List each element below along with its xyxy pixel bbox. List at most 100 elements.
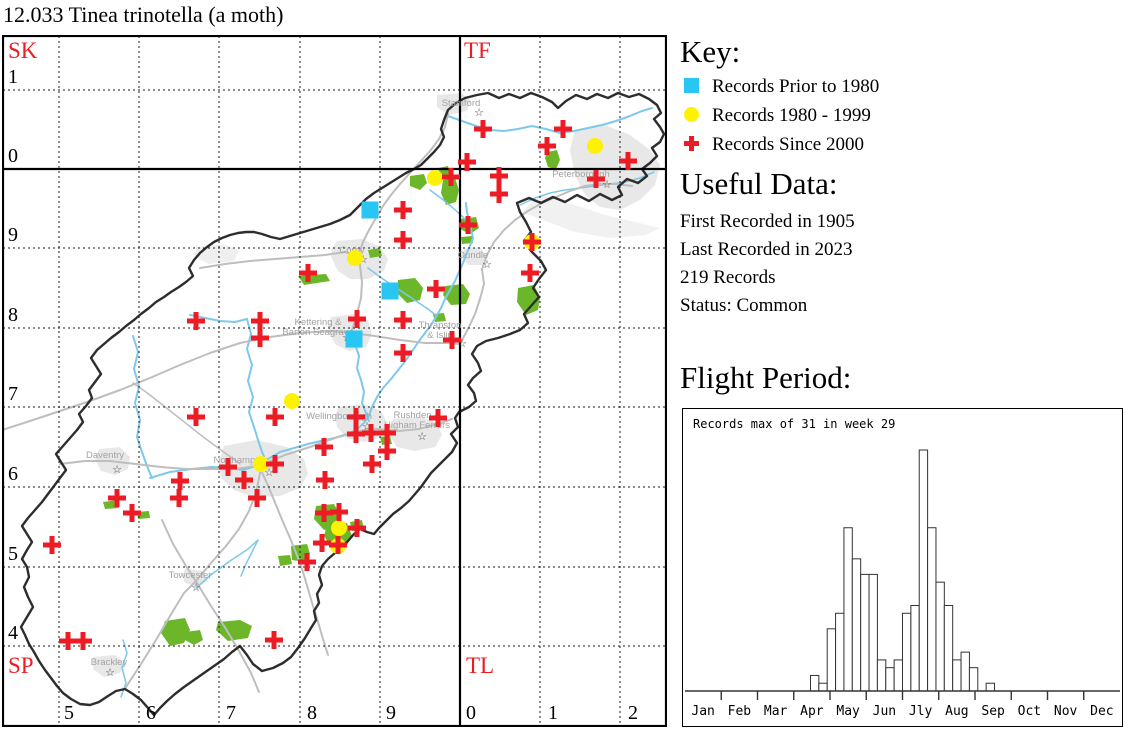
record-marker-since-2000 xyxy=(429,409,447,427)
grid-row-label: 0 xyxy=(8,145,18,167)
record-marker-since-2000 xyxy=(299,264,317,282)
flight-period-chart: Records max of 31 in week 29 Jan Feb Mar Ap… xyxy=(682,408,1123,727)
grid-letter-tl: TL xyxy=(466,653,494,678)
record-marker-1980-1999 xyxy=(331,520,347,536)
grid-row-label: 4 xyxy=(8,622,18,644)
record-marker-prior-1980 xyxy=(381,282,399,300)
town-label-northampton: Northampton xyxy=(214,455,269,466)
urban-areas xyxy=(93,93,660,677)
record-marker-since-2000 xyxy=(266,455,284,473)
grid-row-label: 7 xyxy=(8,383,18,405)
flight-period-histogram: Jan Feb Mar Apr May Jun Jly Aug Sep Oct Nov Dec xyxy=(685,449,1120,719)
record-marker-since-2000 xyxy=(458,153,476,171)
flight-period-heading: Flight Period: xyxy=(680,360,852,395)
grid-letter-sp: SP xyxy=(8,653,34,678)
key-item-label: Records Since 2000 xyxy=(712,134,864,155)
grid-row-label: 5 xyxy=(8,543,18,565)
grid-col-label: 6 xyxy=(146,702,156,724)
record-marker-since-2000 xyxy=(459,216,477,234)
record-markers xyxy=(43,120,637,650)
record-marker-since-2000 xyxy=(427,280,445,298)
chart-month-label-apr: Apr xyxy=(800,704,824,719)
record-marker-since-2000 xyxy=(378,424,396,442)
histogram-bar-week-22 xyxy=(860,573,870,692)
town-star-icon: ☆ xyxy=(417,431,427,443)
town-label-rushden-higham-ferrers: Higham Ferrers xyxy=(384,420,450,431)
town-star-icon: ☆ xyxy=(112,464,122,476)
chart-month-label-may: May xyxy=(836,704,860,719)
histogram-bar-week-16 xyxy=(809,674,820,692)
record-marker-1980-1999 xyxy=(253,456,269,472)
record-marker-since-2000 xyxy=(394,201,412,219)
grid-letter-tf: TF xyxy=(464,38,491,63)
histogram-bar-week-17 xyxy=(818,682,828,692)
histogram-bar-week-33 xyxy=(952,659,962,692)
record-marker-since-2000 xyxy=(313,534,331,552)
key-heading: Key: xyxy=(680,34,741,69)
record-marker-since-2000 xyxy=(251,329,269,347)
os-grid-lines xyxy=(3,36,666,726)
record-marker-since-2000 xyxy=(474,120,492,138)
record-marker-1980-1999 xyxy=(587,138,603,154)
town-label-kettering-barton-seagrave: Kettering & xyxy=(295,317,343,328)
chart-month-label-sep: Sep xyxy=(981,704,1005,719)
chart-month-label-jun: Jun xyxy=(873,704,896,719)
grid-row-label: 6 xyxy=(8,463,18,485)
chart-month-label-feb: Feb xyxy=(728,704,752,719)
record-marker-since-2000 xyxy=(123,504,141,522)
town-label-corby: Corby xyxy=(339,245,365,256)
record-marker-since-2000 xyxy=(251,312,269,330)
histogram-bar-week-31 xyxy=(935,581,945,692)
red-cross-icon xyxy=(684,136,699,151)
record-marker-since-2000 xyxy=(298,553,316,571)
histogram-bar-week-23 xyxy=(868,573,878,692)
grid-row-label: 1 xyxy=(8,66,18,88)
grid-col-label: 5 xyxy=(64,702,74,724)
histogram-bar-week-35 xyxy=(968,667,979,692)
key-item-label: Records Prior to 1980 xyxy=(712,76,880,97)
chart-month-label-dec: Dec xyxy=(1090,704,1113,719)
town-label-towcester: Towcester xyxy=(169,570,212,581)
chart-annotation: Records max of 31 in week 29 xyxy=(693,417,896,431)
grid-row-label: 9 xyxy=(8,224,18,246)
record-marker-since-2000 xyxy=(315,438,333,456)
histogram-bar-week-18 xyxy=(826,628,837,692)
record-marker-prior-1980 xyxy=(361,201,379,219)
town-star-icon: ☆ xyxy=(362,421,372,433)
grid-col-label: 7 xyxy=(226,702,236,724)
town-labels: Stamford☆Peterborough☆Corby☆ Oundle☆Kette… xyxy=(86,98,612,679)
town-star-icon: ☆ xyxy=(191,582,201,594)
grid-col-label: 0 xyxy=(466,702,476,724)
record-marker-since-2000 xyxy=(378,442,396,460)
record-marker-prior-1980 xyxy=(345,330,363,348)
record-marker-since-2000 xyxy=(74,632,92,650)
record-marker-since-2000 xyxy=(363,455,381,473)
record-marker-since-2000 xyxy=(394,311,412,329)
town-label-thrapston-islip: & Islip xyxy=(427,330,453,341)
useful-data-record-count: 219 Records xyxy=(680,267,776,288)
distribution-map: SK TF SP TL 1 0 9 8 7 6 5 4 5 6 7 8 9 0 1 2 Stamford ☆ Peterb… xyxy=(2,35,667,727)
record-marker-since-2000 xyxy=(362,424,380,442)
chart-month-label-oct: Oct xyxy=(1018,704,1041,719)
town-label-oundle: Oundle xyxy=(458,250,489,261)
chart-month-label-jan: Jan xyxy=(691,704,714,719)
record-marker-since-2000 xyxy=(394,231,412,249)
record-marker-since-2000 xyxy=(330,503,348,521)
record-marker-since-2000 xyxy=(329,536,347,554)
histogram-bar-week-26 xyxy=(893,659,904,692)
town-label-daventry: Daventry xyxy=(86,450,124,461)
record-marker-since-2000 xyxy=(394,344,412,362)
town-label-kettering-barton-seagrave: Barton Seagrave xyxy=(282,327,353,338)
record-marker-since-2000 xyxy=(316,471,334,489)
key-item-label: Records 1980 - 1999 xyxy=(712,105,871,126)
histogram-bar-week-34 xyxy=(960,651,970,692)
grid-letter-sk: SK xyxy=(8,38,38,63)
useful-data-first-recorded: First Recorded in 1905 xyxy=(680,211,855,232)
chart-month-label-mar: Mar xyxy=(764,704,788,719)
record-marker-since-2000 xyxy=(43,536,61,554)
town-label-wellingborough: Wellingborough xyxy=(306,411,372,422)
histogram-bar-week-27 xyxy=(902,612,912,692)
record-marker-1980-1999 xyxy=(347,250,363,266)
town-star-icon: ☆ xyxy=(474,107,484,119)
